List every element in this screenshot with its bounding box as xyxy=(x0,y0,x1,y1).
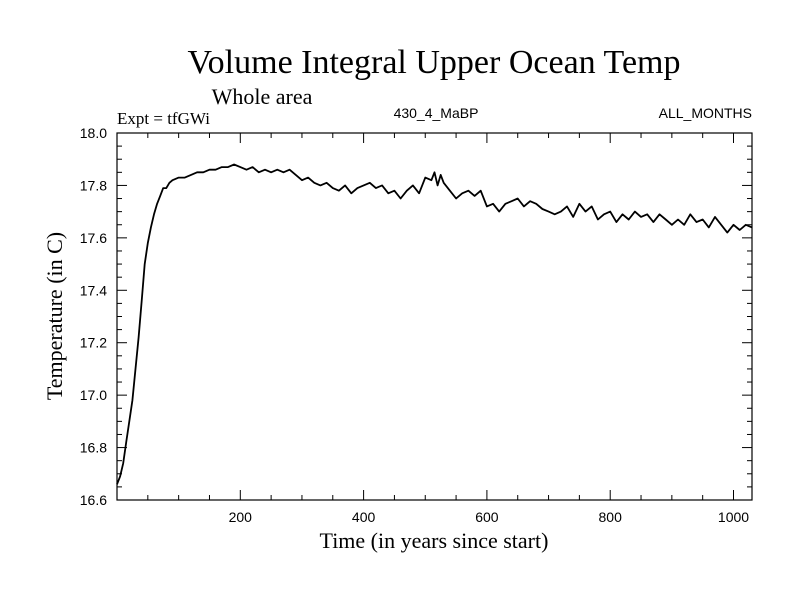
y-tick-label: 17.6 xyxy=(80,230,107,246)
y-tick-label: 17.0 xyxy=(80,387,107,403)
y-tick-label: 16.6 xyxy=(80,492,107,508)
chart-title: Volume Integral Upper Ocean Temp xyxy=(188,44,681,81)
y-tick-label: 16.8 xyxy=(80,440,107,456)
y-axis-ticks xyxy=(117,145,752,488)
x-tick-label: 600 xyxy=(475,509,499,525)
x-tick-label: 400 xyxy=(352,509,376,525)
x-tick-label: 200 xyxy=(229,509,253,525)
series-line xyxy=(116,163,753,485)
y-axis-tick-labels: 16.6 16.8 17.0 17.2 17.4 17.6 17.8 18.0 xyxy=(80,125,107,508)
y-tick-label: 17.4 xyxy=(80,282,107,298)
months-label: ALL_MONTHS xyxy=(659,105,752,121)
y-axis-label: Temperature (in C) xyxy=(42,232,67,400)
x-tick-label: 1000 xyxy=(718,509,749,525)
x-tick-label: 800 xyxy=(599,509,623,525)
x-axis-label: Time (in years since start) xyxy=(320,528,549,553)
run-label: 430_4_MaBP xyxy=(394,105,479,121)
experiment-label: Expt = tfGWi xyxy=(117,109,210,128)
x-axis-ticks xyxy=(147,133,735,500)
x-axis-tick-labels: 200 400 600 800 1000 xyxy=(229,509,750,525)
y-tick-label: 17.8 xyxy=(80,177,107,193)
y-tick-label: 18.0 xyxy=(80,125,107,141)
chart-subtitle: Whole area xyxy=(212,84,313,109)
plot-frame xyxy=(116,132,753,501)
y-tick-label: 17.2 xyxy=(80,335,107,351)
